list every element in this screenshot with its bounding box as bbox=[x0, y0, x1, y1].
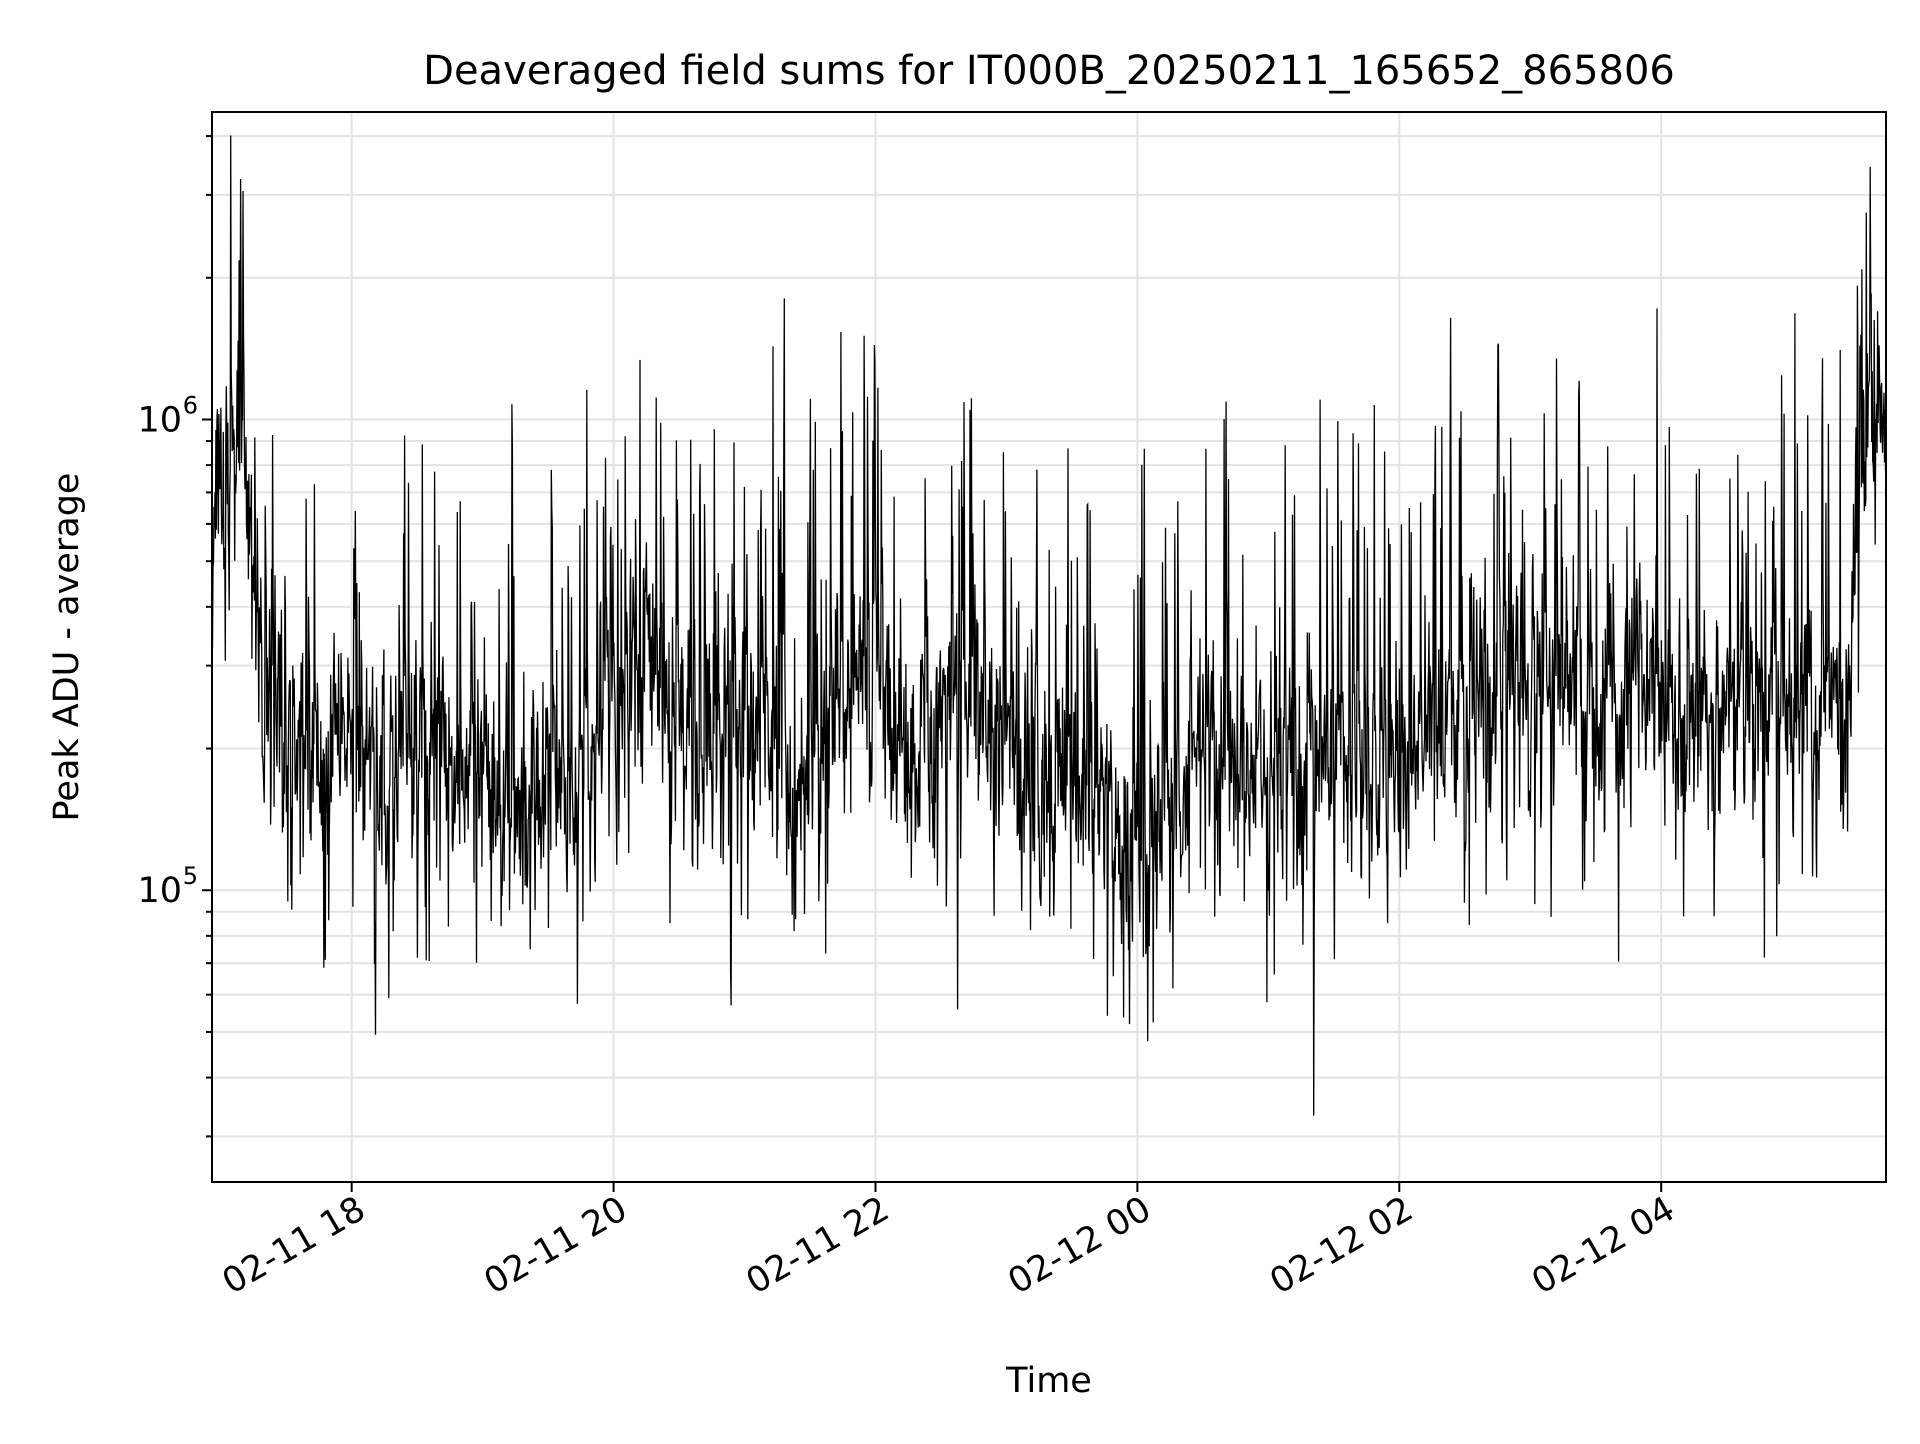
x-tick-label: 02-11 20 bbox=[478, 1189, 634, 1302]
x-tick-label: 02-12 04 bbox=[1525, 1189, 1681, 1302]
series-line bbox=[211, 135, 1887, 1116]
y-tick-label-exponent: 5 bbox=[183, 862, 198, 890]
plot-frame bbox=[211, 111, 1887, 1183]
series-layer bbox=[211, 135, 1887, 1116]
y-tick-label-base: 10 bbox=[137, 871, 182, 911]
y-tick-label-exponent: 6 bbox=[183, 391, 198, 419]
x-tick-label: 02-12 02 bbox=[1264, 1189, 1420, 1302]
y-tick-label: 10 bbox=[137, 400, 182, 440]
x-tick-label: 02-11 22 bbox=[740, 1189, 896, 1302]
y-axis-label: Peak ADU - average bbox=[47, 473, 87, 822]
x-tick-label: 02-12 00 bbox=[1002, 1189, 1158, 1302]
y-tick-label-base: 10 bbox=[137, 400, 182, 440]
x-tick-label: 02-11 18 bbox=[216, 1189, 372, 1302]
x-axis: 02-11 18 02-11 20 02-11 22 02-12 00 02-12 02… bbox=[216, 1182, 1682, 1302]
y-tick-label: 10 bbox=[137, 871, 182, 911]
x-axis-label: Time bbox=[1005, 1361, 1092, 1401]
chart-title: Deaveraged field sums for IT000B_2025021… bbox=[423, 48, 1675, 94]
